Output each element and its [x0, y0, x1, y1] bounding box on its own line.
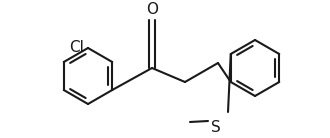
Text: Cl: Cl: [69, 40, 84, 55]
Text: O: O: [146, 2, 158, 17]
Text: S: S: [211, 120, 221, 135]
